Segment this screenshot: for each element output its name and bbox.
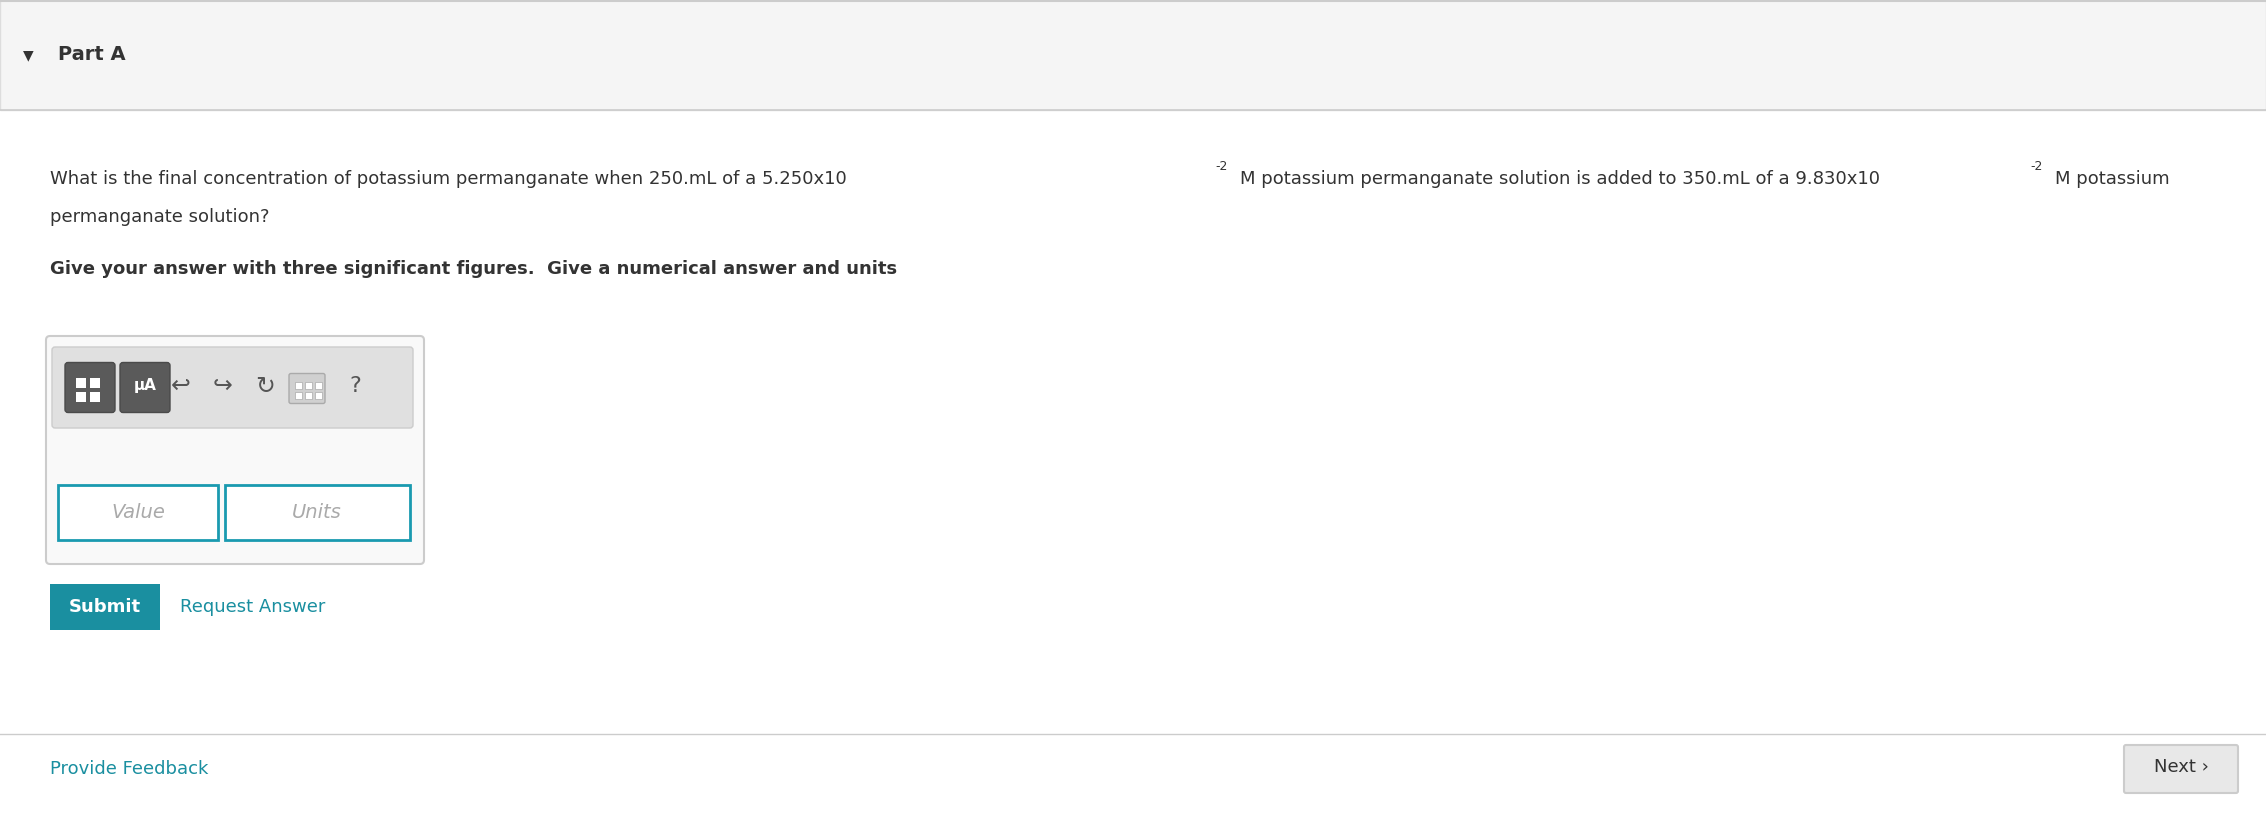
FancyBboxPatch shape xyxy=(306,392,313,399)
Text: ↪: ↪ xyxy=(213,374,233,397)
FancyBboxPatch shape xyxy=(66,362,116,413)
Text: permanganate solution?: permanganate solution? xyxy=(50,208,270,226)
Text: What is the final concentration of potassium permanganate when 250.mL of a 5.250: What is the final concentration of potas… xyxy=(50,170,847,188)
FancyBboxPatch shape xyxy=(50,584,161,630)
FancyBboxPatch shape xyxy=(120,362,170,413)
Text: ↩: ↩ xyxy=(172,374,190,397)
Text: Give your answer with three significant figures.  Give a numerical answer and un: Give your answer with three significant … xyxy=(50,260,897,278)
Text: ?: ? xyxy=(349,375,360,396)
Text: Submit: Submit xyxy=(68,598,140,616)
FancyBboxPatch shape xyxy=(77,378,86,387)
Text: M potassium: M potassium xyxy=(2055,170,2169,188)
FancyBboxPatch shape xyxy=(77,392,86,401)
Text: ▼: ▼ xyxy=(23,48,34,62)
FancyBboxPatch shape xyxy=(52,347,412,428)
Text: Value: Value xyxy=(111,503,165,522)
Text: M potassium permanganate solution is added to 350.mL of a 9.830x10: M potassium permanganate solution is add… xyxy=(1240,170,1881,188)
FancyBboxPatch shape xyxy=(2123,745,2239,793)
Text: Request Answer: Request Answer xyxy=(179,598,326,616)
FancyBboxPatch shape xyxy=(315,392,322,399)
FancyBboxPatch shape xyxy=(295,392,301,399)
FancyBboxPatch shape xyxy=(91,378,100,387)
Text: Units: Units xyxy=(292,503,342,522)
FancyBboxPatch shape xyxy=(0,0,2266,110)
FancyBboxPatch shape xyxy=(290,374,324,404)
Text: Provide Feedback: Provide Feedback xyxy=(50,760,208,778)
Text: Part A: Part A xyxy=(59,46,125,64)
Text: -2: -2 xyxy=(2030,160,2042,173)
Text: -2: -2 xyxy=(1215,160,1228,173)
FancyBboxPatch shape xyxy=(224,485,410,540)
FancyBboxPatch shape xyxy=(295,382,301,388)
FancyBboxPatch shape xyxy=(91,392,100,401)
FancyBboxPatch shape xyxy=(306,382,313,388)
FancyBboxPatch shape xyxy=(45,336,424,564)
FancyBboxPatch shape xyxy=(59,485,218,540)
Text: ↻: ↻ xyxy=(256,374,274,397)
Text: μA: μA xyxy=(134,378,156,393)
FancyBboxPatch shape xyxy=(315,382,322,388)
Text: Next ›: Next › xyxy=(2153,758,2209,776)
